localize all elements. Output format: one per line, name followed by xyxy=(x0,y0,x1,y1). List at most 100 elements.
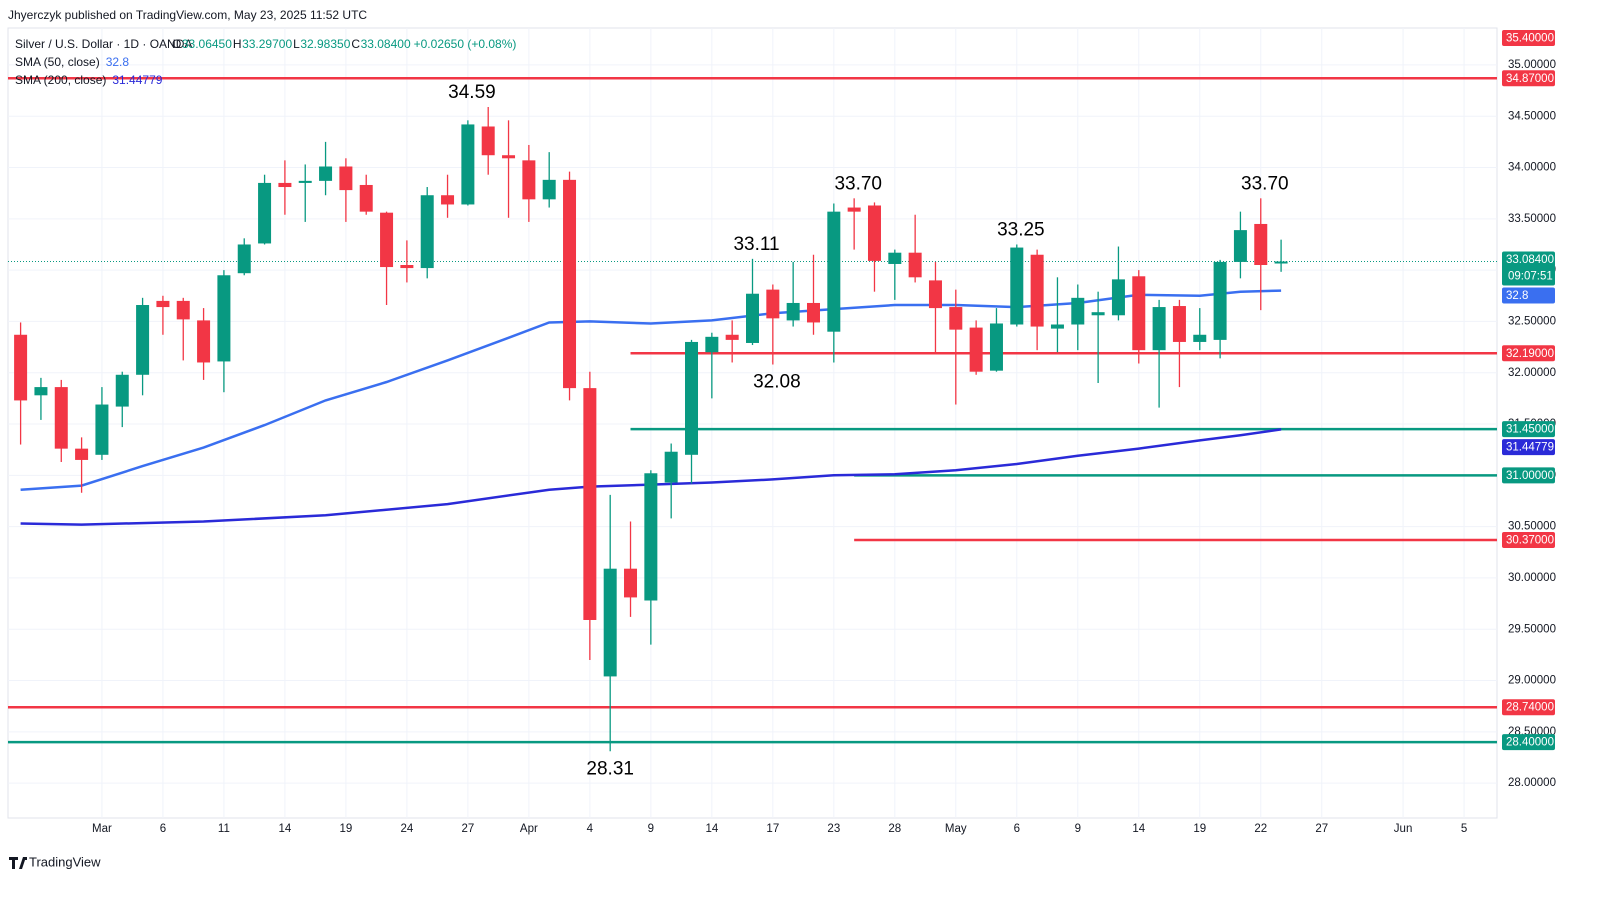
candle-body xyxy=(34,387,48,396)
candle-body xyxy=(1172,306,1186,342)
annotation-layer: 34.59 33.11 32.08 33.70 33.25 33.70 28.31 xyxy=(448,82,1288,779)
x-tick-label: 9 xyxy=(1075,823,1081,835)
axis-layer: 28.0000028.5000029.0000029.5000030.00000… xyxy=(92,59,1556,835)
candle-body xyxy=(928,280,942,309)
y-tick-label: 32.50000 xyxy=(1508,315,1556,327)
last-price-label-box xyxy=(1502,251,1555,286)
x-tick-label: 14 xyxy=(1132,823,1145,835)
x-tick-label: 28 xyxy=(888,823,901,835)
candle-body xyxy=(1233,230,1247,262)
ohlc-value: 33.08400 xyxy=(361,37,411,51)
candle-body xyxy=(1152,307,1166,351)
brand-name: TradingView xyxy=(29,854,101,869)
candle-body xyxy=(298,180,312,183)
price-label-layer: 35.40000 34.87000 33.08400 09:07:51 32.8 32.1… xyxy=(1502,30,1555,751)
x-tick-label: 14 xyxy=(705,823,718,835)
level-price-label-box xyxy=(1502,699,1555,716)
candle-body xyxy=(319,166,333,181)
candle-body xyxy=(725,334,739,340)
x-tick-label: 17 xyxy=(766,823,779,835)
sma-price-label: 31.44779 xyxy=(1506,442,1554,454)
candle-body xyxy=(1010,247,1024,325)
candle-body xyxy=(156,300,170,308)
price-annotation: 33.11 xyxy=(733,234,779,255)
price-annotation: 28.31 xyxy=(586,758,634,779)
candle-body xyxy=(1254,223,1268,265)
x-tick-label: 19 xyxy=(339,823,352,835)
y-tick-label: 32.00000 xyxy=(1508,367,1556,379)
x-tick-label: 23 xyxy=(827,823,840,835)
sma-price-label-box xyxy=(1502,287,1555,304)
candle-body xyxy=(867,205,881,261)
y-tick-label: 30.00000 xyxy=(1508,572,1556,584)
price-annotation: 32.08 xyxy=(753,372,801,393)
level-price-label: 31.45000 xyxy=(1506,424,1554,436)
candle-body xyxy=(888,252,902,264)
legend-name: SMA (50, close) xyxy=(15,55,100,69)
level-price-label: 28.40000 xyxy=(1506,737,1554,749)
candle-body xyxy=(664,451,678,483)
x-tick-label: 27 xyxy=(461,823,474,835)
candle-body xyxy=(237,244,251,274)
x-tick-label: 6 xyxy=(1014,823,1020,835)
candle-body xyxy=(969,327,983,372)
candle-body xyxy=(949,307,963,330)
sma-price-label-box xyxy=(1502,439,1555,456)
candle-body xyxy=(603,568,617,677)
x-tick-label: Jun xyxy=(1394,823,1413,835)
candle-body xyxy=(1111,279,1125,316)
y-tick-label: 29.50000 xyxy=(1508,623,1556,635)
ohlc-key: L xyxy=(293,37,300,51)
legend-name: SMA (200, close) xyxy=(15,73,106,87)
y-tick-label: 34.50000 xyxy=(1508,110,1556,122)
level-price-label: 34.87000 xyxy=(1506,73,1554,85)
y-tick-label: 33.50000 xyxy=(1508,213,1556,225)
x-tick-label: 27 xyxy=(1315,823,1328,835)
candle-body xyxy=(847,207,861,212)
y-tick-label: 35.00000 xyxy=(1508,59,1556,71)
x-tick-label: 11 xyxy=(218,823,230,835)
level-price-label: 31.00000 xyxy=(1506,470,1554,482)
candle-body xyxy=(176,300,190,320)
x-tick-label: May xyxy=(945,823,967,835)
candle-body xyxy=(1071,297,1085,325)
price-annotation: 33.70 xyxy=(834,173,882,194)
level-price-label-box xyxy=(1502,70,1555,87)
candle-body xyxy=(75,448,89,460)
candle-body xyxy=(705,336,719,353)
candle-body xyxy=(624,568,638,598)
candle-body xyxy=(685,341,699,455)
level-price-label: 35.40000 xyxy=(1506,33,1554,45)
symbol-title: Silver / U.S. Dollar · 1D · OANDA xyxy=(15,37,192,51)
candle-body xyxy=(827,211,841,332)
x-tick-label: Apr xyxy=(520,823,538,835)
candle-body xyxy=(14,334,28,401)
ohlc-key: H xyxy=(233,37,242,51)
candle-layer xyxy=(14,107,1288,752)
y-tick-label: 30.50000 xyxy=(1508,521,1556,533)
price-annotation: 33.25 xyxy=(997,219,1045,240)
ohlc-key: C xyxy=(351,37,360,51)
plot-frame xyxy=(7,27,1498,819)
brand-logo: TradingView xyxy=(9,854,101,869)
x-tick-label: 24 xyxy=(400,823,413,835)
x-tick-label: 22 xyxy=(1254,823,1267,835)
candle-body xyxy=(542,179,556,200)
candle-body xyxy=(1030,254,1044,327)
level-price-label: 30.37000 xyxy=(1506,534,1554,546)
candle-body xyxy=(1213,261,1227,340)
last-price-label: 33.08400 xyxy=(1506,254,1554,266)
candle-body xyxy=(786,302,800,321)
candle-body xyxy=(766,289,780,319)
level-price-label-box xyxy=(1502,467,1555,484)
legend-value: 31.44779 xyxy=(112,73,162,87)
ohlc-value: 33.06450 xyxy=(182,37,232,51)
candle-body xyxy=(359,184,373,212)
level-price-label-box xyxy=(1502,421,1555,438)
candle-body xyxy=(420,195,434,269)
candle-body xyxy=(136,305,150,375)
level-price-label-box xyxy=(1502,734,1555,751)
candle-body xyxy=(1132,276,1146,351)
candle-body xyxy=(481,126,495,156)
